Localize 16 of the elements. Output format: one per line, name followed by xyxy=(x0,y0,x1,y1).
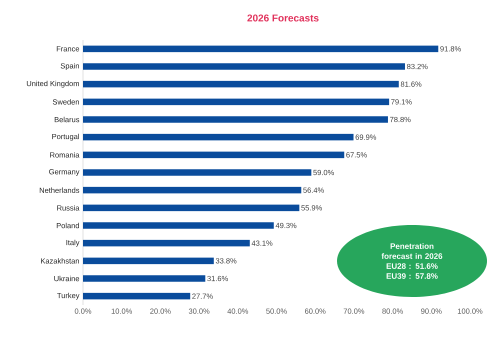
bar xyxy=(83,222,274,229)
bar xyxy=(83,63,405,70)
bar xyxy=(83,204,300,212)
bar xyxy=(83,134,354,140)
bar xyxy=(83,275,206,282)
bar xyxy=(83,258,214,264)
bar xyxy=(83,46,438,52)
bar xyxy=(83,240,250,246)
bar xyxy=(83,186,302,194)
chart-title: 2026 Forecasts xyxy=(247,14,319,22)
bar xyxy=(83,98,390,106)
bar xyxy=(83,116,388,123)
bar xyxy=(83,80,399,88)
bar xyxy=(83,169,312,176)
bar xyxy=(83,292,190,300)
bar xyxy=(83,152,344,158)
